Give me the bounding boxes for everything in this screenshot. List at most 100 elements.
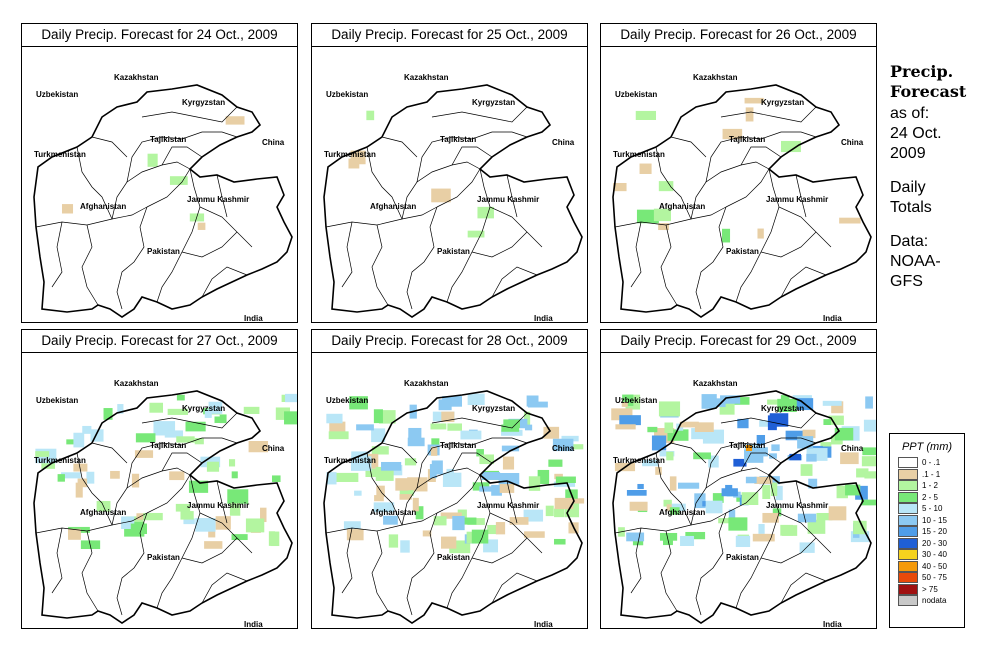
precip-cell <box>378 410 396 424</box>
precip-cell <box>802 429 816 439</box>
precip-cell <box>326 472 337 485</box>
map-label-afghanistan: Afghanistan <box>80 508 126 517</box>
precip-cell <box>752 533 775 542</box>
asof-line3: 2009 <box>890 145 926 162</box>
precip-cell <box>383 515 398 525</box>
province-border <box>614 512 727 534</box>
province-border <box>116 512 148 616</box>
province-border <box>181 537 238 564</box>
precip-cell <box>658 181 674 192</box>
precip-cell <box>677 482 700 489</box>
precip-cell <box>501 424 520 432</box>
forecast-panel-oct26: Daily Precip. Forecast for 26 Oct., 2009… <box>600 23 877 323</box>
precip-cell <box>135 433 156 443</box>
precip-cell <box>767 399 781 405</box>
map-label-tajikistan: Tajikistan <box>729 135 765 144</box>
precip-cell <box>663 499 672 507</box>
precip-cell <box>117 404 124 414</box>
data-line3: GFS <box>890 273 923 290</box>
province-border <box>156 512 201 609</box>
province-border <box>35 512 148 534</box>
precip-cell <box>422 530 432 537</box>
map-label-kazakhstan: Kazakhstan <box>114 379 159 388</box>
data-line2: NOAA- <box>890 253 941 270</box>
legend-swatch <box>898 468 918 480</box>
province-border <box>51 221 63 288</box>
forecast-panel-oct24: Daily Precip. Forecast for 24 Oct., 2009… <box>21 23 298 323</box>
map-label-uzbekistan: Uzbekistan <box>326 396 368 405</box>
legend-label: 0 - .1 <box>922 458 941 468</box>
precip-cell <box>772 508 782 517</box>
precip-cell <box>412 497 419 512</box>
province-border <box>760 231 817 258</box>
precip-cell <box>554 508 565 518</box>
precip-cell <box>245 518 265 533</box>
province-border <box>630 221 642 288</box>
precip-cell <box>615 424 636 430</box>
precip-cell <box>545 505 554 517</box>
country-outline <box>33 84 293 318</box>
precip-cell <box>61 472 81 479</box>
province-border <box>670 136 707 158</box>
province-border <box>431 412 528 429</box>
province-border <box>366 146 403 220</box>
country-outline <box>323 84 583 318</box>
province-border <box>76 146 113 220</box>
legend-label: 10 - 15 <box>922 515 947 525</box>
province-border <box>146 474 191 514</box>
precip-cell <box>57 474 65 482</box>
precip-cell <box>73 432 85 448</box>
precip-cell <box>762 484 771 499</box>
province-border <box>161 146 203 166</box>
precip-cell <box>836 485 848 499</box>
map-label-jammu-kashmir: Jammu Kashmir <box>477 195 539 204</box>
precip-cell <box>680 535 695 547</box>
precip-cell <box>373 409 383 424</box>
precip-cell <box>197 222 206 230</box>
precip-cell <box>147 153 158 167</box>
legend-swatch <box>898 549 918 561</box>
map-label-kazakhstan: Kazakhstan <box>404 73 449 82</box>
precip-cell <box>348 158 360 169</box>
precip-cell <box>175 503 191 512</box>
precip-cell <box>329 421 346 435</box>
precip-cell <box>568 498 585 504</box>
precip-map: Uzbekistan Kazakhstan Kyrgyzstan Tajikistan… <box>323 73 583 322</box>
province-border <box>126 131 238 183</box>
precip-cell <box>501 445 520 452</box>
precip-cell <box>701 394 717 409</box>
precip-cell <box>769 413 789 427</box>
precip-cell <box>194 438 204 445</box>
province-border <box>479 168 543 248</box>
precip-cell <box>524 531 545 538</box>
precip-map: Uzbekistan Kazakhstan Kyrgyzstan Tajikistan… <box>323 379 585 628</box>
precip-cell <box>800 464 813 476</box>
precip-cell <box>75 482 83 498</box>
precip-cell <box>720 395 741 404</box>
map-label-tajikistan: Tajikistan <box>440 135 476 144</box>
precip-cell <box>856 468 869 478</box>
map-label-kyrgyzstan: Kyrgyzstan <box>472 98 515 107</box>
precip-cell <box>441 411 455 423</box>
province-border <box>371 224 389 306</box>
province-border <box>371 530 389 612</box>
precip-cell <box>746 445 752 451</box>
precip-cell <box>365 468 381 478</box>
precip-cell <box>691 428 713 440</box>
province-border <box>201 266 248 298</box>
province-border <box>141 412 238 429</box>
map-label-jammu-kashmir: Jammu Kashmir <box>187 195 249 204</box>
map-label-china: China <box>552 444 575 453</box>
province-border <box>506 480 518 524</box>
province-border <box>401 467 481 526</box>
precip-cell <box>780 395 790 402</box>
legend-label: .1 - 1 <box>922 469 941 479</box>
province-border <box>725 168 770 208</box>
precip-cell <box>479 486 501 492</box>
precip-cell <box>789 453 802 461</box>
map-label-afghanistan: Afghanistan <box>370 202 416 211</box>
province-border <box>720 106 817 123</box>
precip-cell <box>243 406 260 414</box>
precip-cell <box>655 466 662 475</box>
precip-cell <box>845 484 861 496</box>
